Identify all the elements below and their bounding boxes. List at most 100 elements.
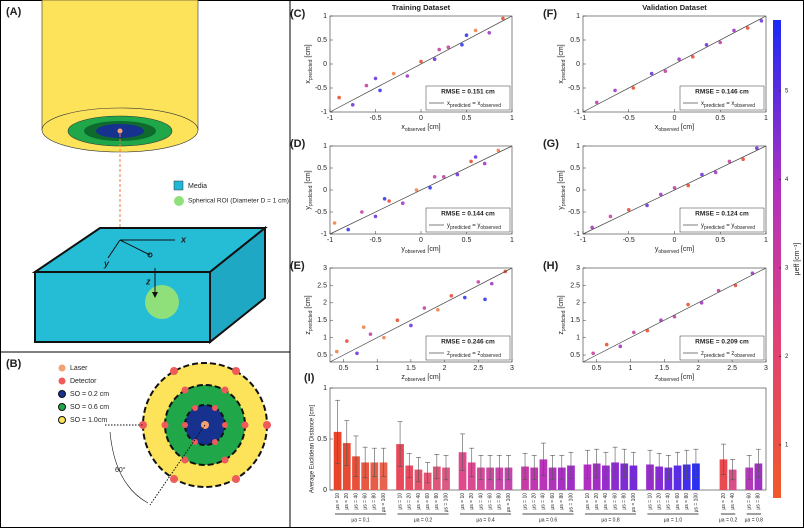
point	[489, 281, 494, 286]
x-tick-label: 0	[419, 115, 423, 122]
x-tick-label: -0.5	[623, 115, 635, 122]
point	[594, 100, 599, 105]
y-tick-label: 0.5	[570, 165, 580, 172]
point	[428, 186, 432, 190]
y-label: xpredicted [cm]	[558, 44, 567, 83]
x-tick-label: μs = 60	[747, 493, 753, 510]
guide	[149, 424, 206, 506]
x-tick-label: 1	[510, 115, 514, 122]
y-label-part: [cm]	[558, 295, 565, 310]
y-tick-label: 0	[323, 487, 327, 494]
x-label-part: y	[401, 246, 405, 253]
x-tick-label: 0	[673, 115, 677, 122]
x-tick-label: μs = 40	[666, 493, 672, 510]
bar	[342, 443, 351, 490]
x-tick-label: 1	[510, 237, 514, 244]
y-label: zpredicted [cm]	[558, 295, 567, 334]
legend-text-part: observed	[734, 353, 755, 359]
laser	[117, 128, 123, 134]
colorbar-tick-label: 4	[785, 177, 789, 183]
x-tick-label: 0.5	[462, 237, 472, 244]
y-tick-label: 0.5	[317, 352, 327, 359]
point	[727, 159, 732, 164]
legend-box	[679, 335, 765, 361]
axis-label: x	[180, 234, 187, 244]
y-label: xpredicted [cm]	[305, 44, 314, 83]
point	[487, 31, 492, 35]
colorbar-tick-label: 1	[785, 442, 789, 448]
y-tick-label: 1	[323, 385, 327, 392]
x-label-part: [cm]	[425, 246, 440, 253]
x-tick-label: μs = 60	[612, 493, 618, 510]
chart-title: Validation Dataset	[642, 3, 707, 12]
bar	[396, 444, 404, 490]
legend-box	[679, 85, 765, 111]
point	[419, 59, 423, 64]
y-label-part: [cm]	[558, 170, 565, 185]
x-label-part: z	[401, 374, 405, 381]
annotation: RMSE = 0.144 cm	[441, 211, 495, 218]
legend-text: Detector	[70, 378, 97, 385]
legend-box	[425, 85, 511, 111]
legend-swatch	[58, 416, 66, 424]
panel-label: (F)	[543, 8, 557, 20]
x-tick-label: μs = 80	[434, 493, 440, 510]
point	[432, 175, 437, 179]
point	[382, 197, 387, 201]
legend-box	[425, 207, 511, 233]
point	[401, 201, 405, 205]
identity-line	[329, 15, 513, 113]
x-tick-label: μs = 100	[506, 493, 512, 513]
x-tick-label: 0.5	[592, 365, 602, 372]
point	[476, 280, 481, 284]
box-side	[209, 225, 266, 345]
point	[713, 170, 718, 175]
x-label-part: [cm]	[679, 124, 694, 131]
x-tick-label: 0	[673, 237, 677, 244]
x-tick-label: μs = 100	[631, 493, 637, 513]
x-tick-label: μs = 20	[532, 493, 538, 510]
axis-label: y	[103, 258, 110, 268]
point	[631, 86, 636, 90]
annotation: RMSE = 0.124 cm	[695, 211, 749, 218]
identity-line	[582, 267, 767, 363]
group-label: μa = 0.8	[745, 517, 764, 523]
point	[704, 43, 709, 47]
y-tick-label: -1	[574, 231, 580, 238]
annotation: RMSE = 0.209 cm	[695, 339, 749, 346]
x-label: xobserved [cm]	[655, 124, 694, 133]
x-tick-label: -1	[327, 115, 333, 122]
point	[432, 57, 437, 61]
legend-text-part: observed	[734, 103, 755, 109]
y-tick-label: -1	[321, 231, 327, 238]
box-front	[34, 271, 211, 343]
legend-text-part: y	[447, 223, 450, 229]
x-tick-label: μs = 60	[425, 493, 431, 510]
x-label: zobserved [cm]	[655, 374, 694, 383]
y-label-part: [cm]	[305, 44, 312, 59]
panel-label: (C)	[290, 8, 306, 20]
point	[414, 188, 419, 192]
y-tick-label: 2	[323, 300, 327, 307]
point	[626, 208, 631, 212]
legend-text: SO = 1.0cm	[70, 417, 107, 424]
legend-text: ypredicted = yobserved	[701, 223, 755, 232]
colorbar-tick-label: 3	[785, 265, 789, 271]
x-tick-label: μs = 10	[460, 493, 466, 510]
x-tick-label: 0.5	[715, 237, 725, 244]
legend-text-part: = z	[471, 351, 481, 357]
x-tick-label: μs = 80	[372, 493, 378, 510]
point	[391, 71, 396, 76]
y-tick-label: -1	[574, 109, 580, 116]
x-label: zobserved [cm]	[401, 374, 440, 383]
legend-text: SO = 0.2 cm	[70, 391, 109, 398]
panel-label: (I)	[304, 372, 315, 384]
point	[618, 344, 623, 349]
axis-label: z	[145, 276, 151, 286]
point	[350, 103, 355, 107]
point	[658, 192, 663, 197]
legend-text-part: z	[447, 351, 450, 357]
point	[368, 332, 373, 336]
annotation: RMSE = 0.151 cm	[441, 89, 495, 96]
x-tick-label: μs = 40	[478, 493, 484, 510]
